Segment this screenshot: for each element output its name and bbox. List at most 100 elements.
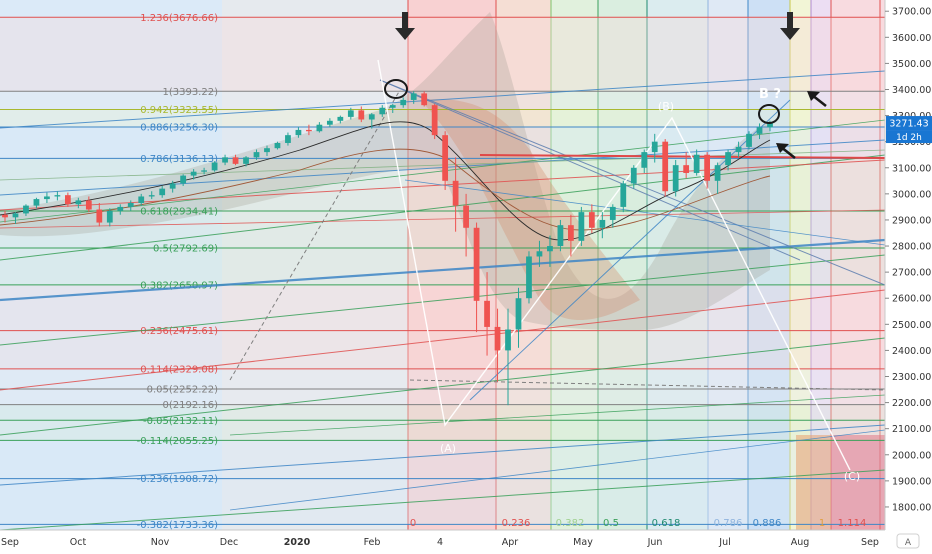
candle-body (211, 162, 218, 171)
time-tick-label: Aug (791, 537, 810, 548)
price-tick-label: 2200.00 (892, 398, 931, 409)
candle-body (148, 195, 155, 197)
time-zone (647, 0, 708, 530)
candle-body (620, 183, 627, 207)
trend-line (0, 209, 886, 229)
candle-body (536, 251, 543, 257)
fib-level-lines: 1.236(3676.66) 1(3393.22) 0.942(3323.55) 0.… (0, 13, 885, 531)
candle-body (106, 210, 113, 223)
candle-body (526, 256, 532, 299)
candle-body (714, 165, 721, 181)
fib-level-label: 0.786(3136.13) (140, 154, 218, 165)
candle-body (368, 114, 375, 120)
time-zone (811, 0, 831, 530)
fib-band (0, 440, 885, 479)
candle-body (421, 93, 428, 106)
candle-body (75, 200, 82, 205)
resistance-line (479, 154, 886, 159)
candle-body (138, 196, 145, 203)
candle-body (44, 196, 50, 200)
candle-body (12, 213, 19, 218)
fib-level-label: 0(2192.16) (162, 400, 218, 411)
time-zone (708, 0, 748, 530)
candle-body (64, 195, 71, 205)
time-zone (790, 0, 811, 530)
trend-line (0, 154, 886, 261)
candles (2, 91, 773, 406)
wave-label-b-question: B ? (759, 87, 781, 102)
candle-body (704, 154, 711, 181)
candle-body (693, 154, 700, 173)
candle-body (767, 123, 773, 128)
trend-line (0, 289, 886, 391)
fib-level-label: 0.618(2934.41) (140, 206, 218, 217)
candle-body (568, 225, 574, 241)
candle-body (735, 146, 742, 153)
price-tick-label: 2800.00 (892, 242, 931, 253)
candle-body (159, 188, 166, 196)
candle-body (326, 120, 333, 125)
candle-body (651, 141, 658, 153)
fib-band (0, 247, 885, 285)
time-tick-label: Sep (861, 537, 879, 548)
candle-body (683, 165, 690, 173)
candle-body (484, 300, 490, 327)
candle-body (379, 107, 386, 115)
time-zone (0, 0, 222, 530)
price-tick-label: 2300.00 (892, 372, 931, 383)
fib-level-label: -0.05(2132.11) (143, 416, 218, 427)
wave-label-c: (C) (844, 470, 860, 483)
candle-body (264, 148, 270, 153)
arrow-down-icon (395, 12, 415, 40)
trend-line (0, 337, 886, 436)
price-tick-label: 2000.00 (892, 450, 931, 461)
candle-body (725, 152, 731, 166)
candle-body (505, 329, 511, 351)
fib-level-label: 0.5(2792.69) (153, 243, 218, 254)
candle-body (33, 199, 40, 206)
time-zone (408, 0, 496, 530)
trend-line (0, 70, 886, 129)
trend-line (379, 79, 801, 261)
fib-level-label: -0.236(1908.72) (137, 474, 218, 485)
price-tick-label: 3100.00 (892, 163, 931, 174)
fib-level-label: 0.886(3256.30) (140, 122, 218, 133)
candle-body (473, 227, 480, 301)
price-tick-label: 2500.00 (892, 320, 931, 331)
candle-body (347, 110, 354, 117)
price-tick-label: 2100.00 (892, 424, 931, 435)
price-tag-label: 3271.43 (889, 119, 928, 130)
candle-body (463, 205, 469, 228)
wave-path (377, 59, 851, 471)
goto-realtime-button-label: A (905, 538, 912, 548)
goto-realtime-button[interactable]: A (896, 533, 920, 549)
candle-body (285, 135, 291, 143)
candle-body (169, 183, 176, 189)
time-tick-label: Apr (502, 537, 519, 548)
fib-band (0, 210, 885, 248)
fib-level-label: 0.05(2252.22) (147, 384, 219, 395)
candle-body (127, 202, 134, 207)
candle-body (274, 142, 281, 149)
fib-level-label: 0.382(2650.97) (140, 280, 218, 291)
time-tick-label: Feb (364, 537, 381, 548)
time-fib-label: 1 (819, 518, 825, 529)
candle-body (672, 165, 679, 192)
price-tick-label: 1900.00 (892, 476, 931, 487)
fib-band (0, 368, 885, 389)
candle-body (442, 135, 449, 181)
candle-body (515, 298, 522, 330)
candle-body (243, 157, 249, 164)
wave-label-a: (A) (440, 442, 456, 455)
time-zone (551, 0, 598, 530)
candle-body (306, 129, 312, 132)
time-tick-label: Nov (151, 537, 170, 548)
candle-body (358, 110, 365, 120)
candle-body (85, 200, 92, 210)
fib-level-label: 0.942(3323.55) (140, 105, 218, 116)
projection-box (796, 435, 831, 530)
moving-average (0, 148, 771, 231)
fib-band (0, 420, 885, 441)
candle-body (494, 326, 501, 351)
